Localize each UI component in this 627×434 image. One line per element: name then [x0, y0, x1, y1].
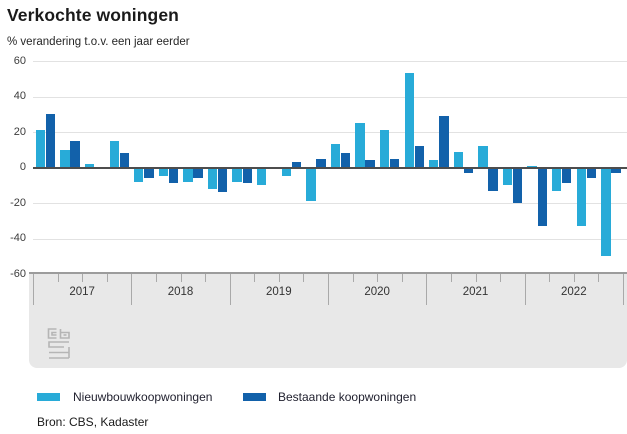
gridline: [33, 132, 627, 133]
year-tick: [328, 274, 329, 305]
chart-subtitle: % verandering t.o.v. een jaar eerder: [7, 36, 190, 48]
year-label: 2020: [364, 286, 390, 298]
quarter-tick: [180, 274, 182, 282]
page-title: Verkochte woningen: [7, 5, 179, 25]
quarter-tick: [475, 274, 477, 282]
bar-bestaand: [70, 140, 80, 168]
y-axis-tick-label: 60: [13, 54, 26, 67]
quarter-tick: [303, 274, 305, 282]
year-tick: [426, 274, 428, 305]
bar-bestaand: [217, 167, 228, 193]
bar-bestaand: [316, 158, 326, 168]
quarter-tick: [205, 274, 207, 282]
bar-nieuwbouw: [84, 163, 95, 168]
bar-nieuwbouw: [60, 149, 70, 168]
cbs-logo-icon: [47, 328, 70, 359]
quarter-tick: [401, 274, 403, 282]
bar-nieuwbouw: [404, 73, 414, 168]
bar-bestaand: [390, 158, 400, 168]
gridline: [33, 203, 627, 204]
y-axis-tick-label: 20: [13, 125, 26, 138]
bar-nieuwbouw: [183, 167, 193, 182]
year-label: 2022: [561, 286, 587, 298]
y-axis-tick-label: 40: [13, 90, 26, 102]
bar-bestaand: [340, 153, 351, 168]
bar-nieuwbouw: [429, 160, 439, 168]
year-tick: [229, 274, 231, 305]
bar-bestaand: [512, 167, 523, 203]
bar-bestaand: [586, 167, 597, 179]
bar-nieuwbouw: [232, 167, 242, 182]
bar-nieuwbouw: [379, 130, 390, 168]
bar-bestaand: [414, 146, 424, 168]
source-text: Bron: CBS, Kadaster: [37, 415, 149, 429]
y-axis-tick-label: -60: [10, 267, 26, 280]
year-label: 2019: [266, 286, 292, 298]
quarter-tick: [278, 274, 280, 282]
bar-bestaand: [463, 167, 474, 173]
bar-bestaand: [562, 167, 572, 184]
y-axis-tick-label: 0: [19, 161, 26, 173]
year-tick: [131, 274, 133, 305]
bar-nieuwbouw: [355, 123, 365, 168]
quarter-tick: [106, 274, 108, 282]
bar-nieuwbouw: [281, 167, 291, 177]
bar-nieuwbouw: [576, 167, 586, 227]
legend-label-nieuwbouwkoopwoningen: Nieuwbouwkoopwoningen: [73, 390, 213, 404]
quarter-tick: [57, 274, 59, 282]
bar-nieuwbouw: [158, 167, 168, 177]
quarter-tick: [450, 274, 452, 282]
bar-bestaand: [119, 153, 129, 168]
year-tick: [623, 274, 624, 305]
year-tick: [33, 274, 34, 305]
bar-bestaand: [488, 167, 498, 191]
bar-nieuwbouw: [35, 130, 46, 168]
bar-nieuwbouw: [453, 151, 463, 168]
year-label: 2018: [167, 286, 194, 298]
quarter-tick: [254, 274, 256, 282]
bar-nieuwbouw: [330, 144, 341, 168]
bar-bestaand: [611, 167, 621, 173]
bar-nieuwbouw: [109, 140, 119, 168]
legend-swatch-nieuwbouwkoopwoningen: [37, 393, 60, 401]
quarter-tick: [598, 274, 600, 282]
year-label: 2017: [69, 286, 95, 298]
quarter-tick: [155, 274, 157, 282]
bar-bestaand: [168, 167, 179, 184]
gridline: [33, 61, 627, 62]
bar-bestaand: [193, 167, 203, 179]
legend-label-bestaande-koopwoningen: Bestaande koopwoningen: [278, 390, 417, 404]
x-axis-band: 2017 2018 2019 2020 2021 2022: [29, 272, 627, 368]
bar-bestaand: [291, 162, 302, 168]
zero-gridline: [33, 166, 627, 169]
quarter-tick: [573, 274, 575, 282]
quarter-tick: [352, 274, 354, 282]
y-axis-tick-label: -40: [10, 232, 26, 244]
legend-swatch-bestaande-koopwoningen: [243, 393, 266, 401]
bar-bestaand: [439, 116, 449, 168]
bar-nieuwbouw: [502, 167, 513, 186]
quarter-tick: [549, 274, 551, 282]
quarter-tick: [500, 274, 502, 282]
quarter-tick: [377, 274, 379, 282]
bar-nieuwbouw: [257, 167, 267, 186]
bar-bestaand: [365, 160, 375, 168]
bar-bestaand: [45, 114, 56, 168]
bar-nieuwbouw: [478, 146, 488, 168]
quarter-tick: [82, 274, 84, 282]
year-tick: [524, 274, 526, 305]
bar-nieuwbouw: [601, 167, 611, 257]
bar-nieuwbouw: [552, 167, 562, 191]
year-label: 2021: [462, 286, 489, 298]
bar-bestaand: [537, 167, 547, 227]
bar-nieuwbouw: [207, 167, 218, 189]
gridline: [33, 96, 627, 98]
gridline: [33, 238, 627, 240]
bar-bestaand: [144, 167, 154, 179]
bar-nieuwbouw: [306, 167, 316, 202]
bar-bestaand: [242, 167, 252, 184]
bar-nieuwbouw: [134, 167, 144, 182]
y-axis-tick-label: -20: [10, 196, 26, 209]
